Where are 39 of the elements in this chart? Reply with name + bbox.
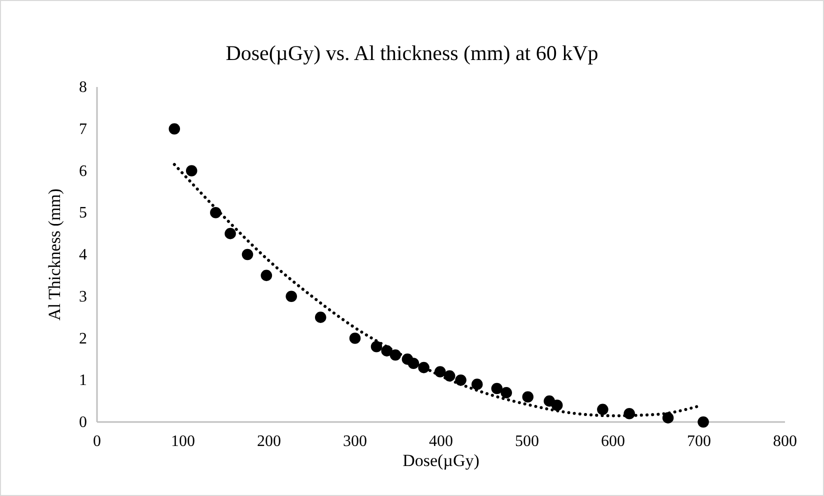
y-tick-label: 4: [79, 246, 87, 264]
x-tick-label: 400: [429, 433, 453, 450]
point: [286, 290, 297, 302]
point: [370, 340, 382, 352]
y-tick-label: 8: [79, 79, 87, 96]
point: [522, 391, 534, 403]
x-tick-label: 0: [93, 433, 101, 450]
y-axis-title: Al Thickness (mm): [45, 188, 64, 320]
y-tick-label: 0: [79, 414, 87, 431]
point: [224, 228, 236, 240]
point: [597, 404, 608, 416]
y-tick-label: 6: [79, 162, 87, 180]
point: [491, 382, 503, 394]
point: [698, 416, 709, 428]
point: [662, 412, 674, 424]
chart-title: Dose(µGy) vs. Al thickness (mm) at 60 kVp: [226, 41, 598, 65]
point: [242, 248, 254, 260]
point: [349, 332, 361, 344]
point: [186, 165, 198, 176]
point: [500, 387, 512, 398]
point: [168, 123, 180, 135]
x-tick-label: 100: [171, 433, 195, 450]
y-tick-label: 3: [79, 288, 87, 306]
y-tick-label: 2: [79, 330, 87, 348]
x-axis-title: Dose(µGy): [402, 451, 480, 470]
point: [314, 312, 326, 323]
point: [260, 270, 272, 282]
x-tick-label: 200: [257, 433, 281, 450]
y-tick-label: 7: [79, 120, 87, 138]
x-tick-label: 800: [773, 433, 797, 450]
point: [455, 374, 466, 386]
x-tick-label: 700: [687, 433, 711, 450]
x-tick-label: 500: [515, 433, 539, 450]
y-tick-label: 5: [79, 204, 87, 222]
y-tick-label: 1: [79, 372, 87, 390]
x-tick-label: 300: [343, 433, 367, 450]
point: [471, 378, 483, 390]
point: [551, 400, 563, 411]
x-tick-label: 600: [601, 433, 625, 450]
